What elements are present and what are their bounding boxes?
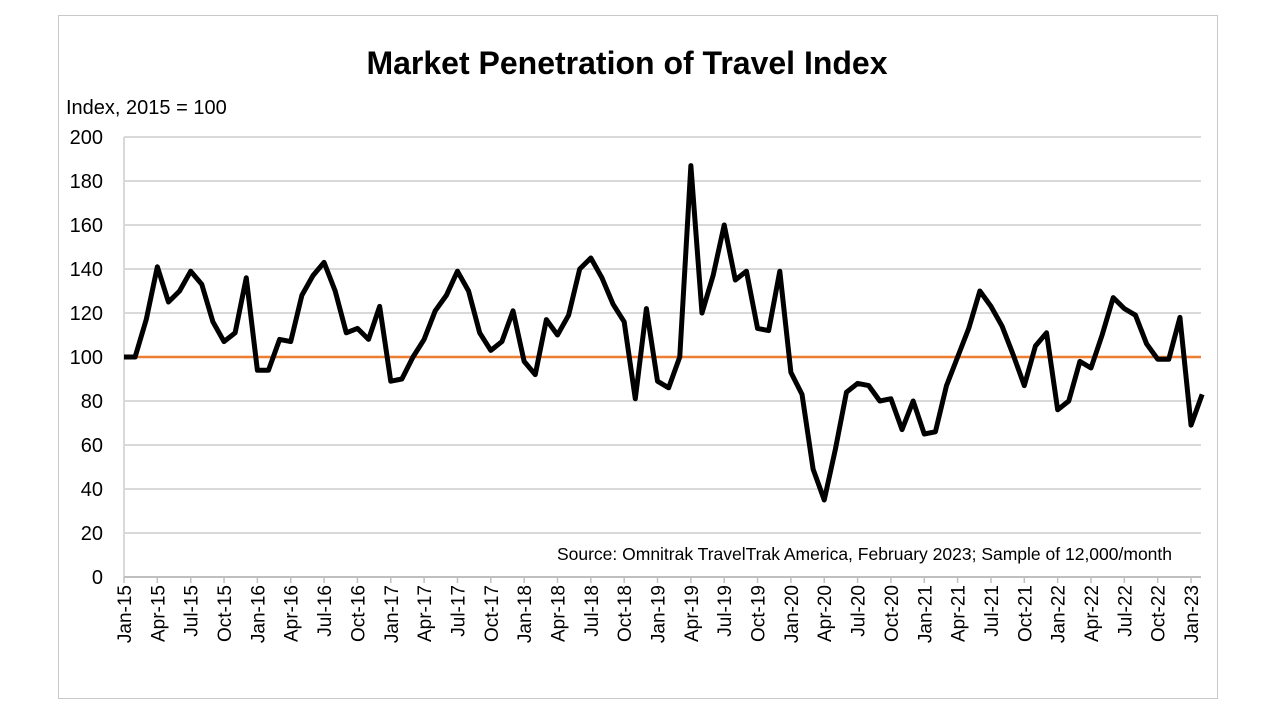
x-tick-label: Jan-15 bbox=[115, 585, 136, 643]
y-tick-label: 40 bbox=[81, 479, 103, 501]
x-tick-label: Jul-17 bbox=[448, 585, 469, 637]
x-tick-label: Jul-16 bbox=[315, 585, 336, 637]
source-annotation: Source: Omnitrak TravelTrak America, Feb… bbox=[557, 544, 1172, 564]
x-tick-label: Apr-16 bbox=[282, 585, 303, 642]
x-tick-label: Jan-22 bbox=[1049, 585, 1070, 643]
x-tick-label: Apr-22 bbox=[1082, 585, 1103, 642]
x-tick-label: Jan-21 bbox=[915, 585, 936, 643]
x-tick-label: Oct-21 bbox=[1015, 585, 1036, 642]
x-tick-label: Apr-20 bbox=[815, 585, 836, 642]
y-tick-label: 160 bbox=[70, 215, 103, 237]
chart-frame bbox=[58, 15, 1218, 699]
x-tick-label: Oct-19 bbox=[749, 585, 770, 642]
y-tick-label: 200 bbox=[70, 127, 103, 149]
y-tick-label: 80 bbox=[81, 391, 103, 413]
x-tick-label: Jan-19 bbox=[649, 585, 670, 643]
x-tick-label: Oct-17 bbox=[482, 585, 503, 642]
x-tick-label: Jan-20 bbox=[782, 585, 803, 643]
x-tick-label: Jan-17 bbox=[382, 585, 403, 643]
x-tick-label: Jan-18 bbox=[515, 585, 536, 643]
y-tick-label: 120 bbox=[70, 303, 103, 325]
x-tick-label: Oct-22 bbox=[1149, 585, 1170, 642]
x-tick-label: Jul-18 bbox=[582, 585, 603, 637]
x-tick-label: Oct-16 bbox=[348, 585, 369, 642]
x-tick-label: Apr-21 bbox=[949, 585, 970, 642]
x-tick-label: Oct-20 bbox=[882, 585, 903, 642]
x-tick-label: Jul-15 bbox=[182, 585, 203, 637]
x-tick-label: Jul-22 bbox=[1115, 585, 1136, 637]
x-tick-label: Apr-15 bbox=[148, 585, 169, 642]
x-tick-label: Oct-15 bbox=[215, 585, 236, 642]
y-tick-label: 180 bbox=[70, 171, 103, 193]
y-tick-label: 140 bbox=[70, 259, 103, 281]
chart-title: Market Penetration of Travel Index bbox=[366, 45, 887, 81]
x-tick-label: Oct-18 bbox=[615, 585, 636, 642]
x-tick-label: Jul-19 bbox=[715, 585, 736, 637]
y-axis-label: Index, 2015 = 100 bbox=[66, 97, 227, 119]
x-tick-label: Jul-20 bbox=[849, 585, 870, 637]
x-tick-label: Jan-16 bbox=[248, 585, 269, 643]
y-tick-label: 60 bbox=[81, 435, 103, 457]
y-tick-label: 0 bbox=[92, 567, 103, 589]
x-tick-label: Apr-18 bbox=[548, 585, 569, 642]
x-tick-label: Jul-21 bbox=[982, 585, 1003, 637]
x-tick-label: Jan-23 bbox=[1182, 585, 1203, 643]
series-line bbox=[124, 163, 1205, 503]
y-tick-label: 20 bbox=[81, 523, 103, 545]
x-tick-label: Apr-19 bbox=[682, 585, 703, 642]
y-tick-label: 100 bbox=[70, 347, 103, 369]
x-tick-label: Apr-17 bbox=[415, 585, 436, 642]
